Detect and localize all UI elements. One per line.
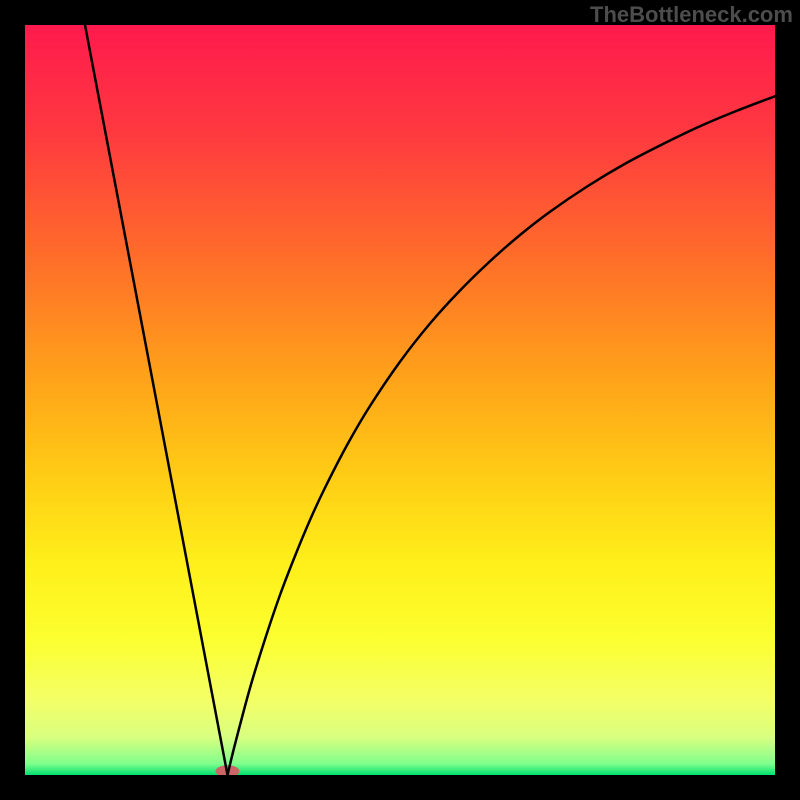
right-branch <box>228 96 776 775</box>
left-branch <box>85 25 228 775</box>
chart-frame: TheBottleneck.com <box>0 0 800 800</box>
curve-overlay <box>25 25 775 775</box>
attribution-label: TheBottleneck.com <box>590 2 793 28</box>
plot-area <box>25 25 775 775</box>
